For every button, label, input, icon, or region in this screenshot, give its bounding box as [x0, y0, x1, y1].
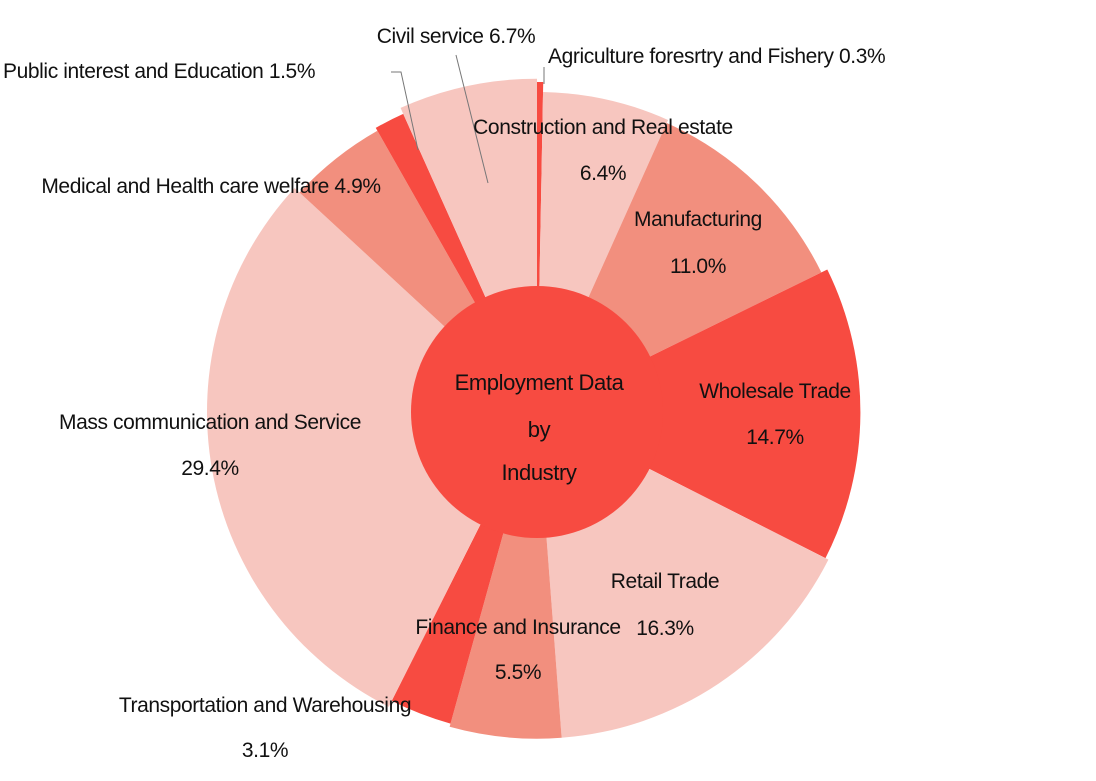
slice-label-mass-communication-and-service: Mass communication and Service: [59, 411, 361, 434]
pie-slice-mass-communication-and-service: [207, 188, 537, 707]
slice-label-wholesale-trade: Wholesale Trade: [699, 380, 851, 403]
center-label-line-2: by: [528, 417, 551, 442]
leader-line-public-interest-and-education: [391, 71, 419, 151]
center-circle: [411, 286, 663, 538]
slice-value-construction-and-real-estate: 6.4%: [580, 162, 626, 185]
slice-label-transportation-and-warehousing: Transportation and Warehousing: [119, 694, 411, 717]
slice-value-transportation-and-warehousing: 3.1%: [242, 739, 288, 762]
slice-value-retail-trade: 16.3%: [636, 617, 694, 640]
slice-label-finance-and-insurance: Finance and Insurance: [415, 616, 620, 639]
slice-label-agriculture-foresrtry-and-fishery: Agriculture foresrtry and Fishery 0.3%: [548, 45, 885, 68]
slice-value-finance-and-insurance: 5.5%: [495, 661, 541, 684]
slice-label-retail-trade: Retail Trade: [611, 570, 719, 593]
slice-label-civil-service: Civil service 6.7%: [377, 25, 536, 48]
slice-value-manufacturing: 11.0%: [670, 255, 726, 278]
slice-label-medical-and-health-care-welfare: Medical and Health care welfare 4.9%: [41, 175, 380, 198]
pie-slice-wholesale-trade: [537, 269, 861, 559]
slice-value-wholesale-trade: 14.7%: [746, 426, 804, 449]
slice-label-construction-and-real-estate: Construction and Real estate: [473, 116, 733, 139]
slice-label-manufacturing: Manufacturing: [634, 208, 762, 231]
center-label-line-3: Industry: [501, 460, 576, 485]
slice-value-mass-communication-and-service: 29.4%: [181, 457, 239, 480]
slice-label-public-interest-and-education: Public interest and Education 1.5%: [3, 60, 315, 83]
center-label-line-1: Employment Data: [455, 370, 625, 395]
leader-line-civil-service: [455, 54, 489, 184]
